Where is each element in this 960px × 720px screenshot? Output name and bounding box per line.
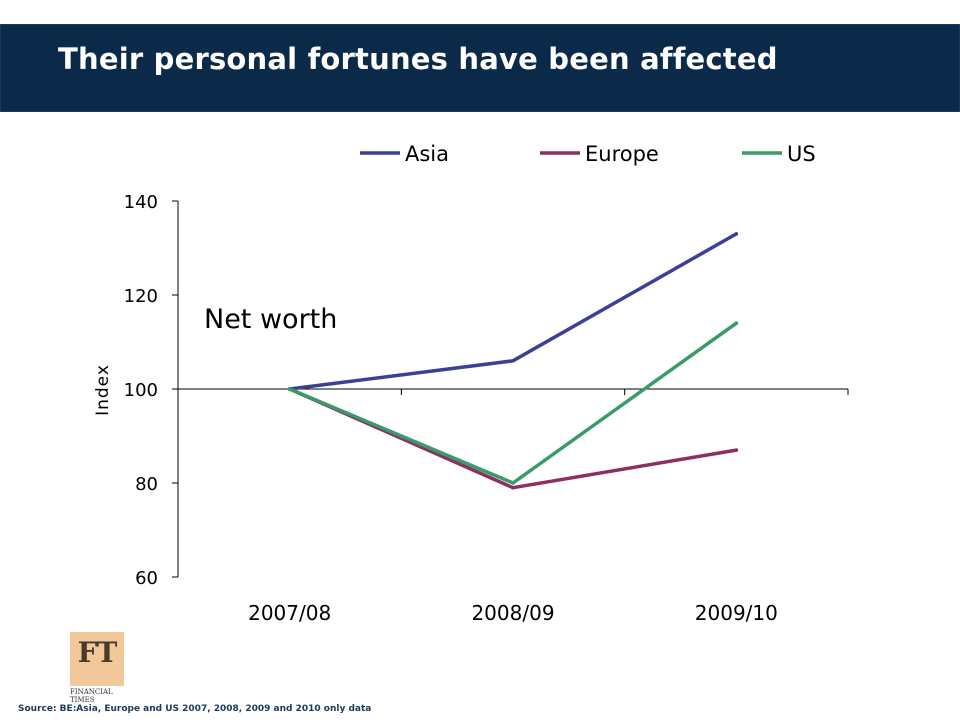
y-tick-label-100: 100 <box>124 380 158 401</box>
x-tick-label-2008-09: 2008/09 <box>471 601 554 625</box>
point-europe-2008-09 <box>511 485 515 490</box>
x-tick-label-2007-08: 2007/08 <box>248 601 331 625</box>
y-tick-label-80: 80 <box>135 474 158 495</box>
series-line-asia <box>287 232 739 391</box>
axes: 60 80 100 120 140 2007/08 2008/09 2009/10 <box>124 192 849 625</box>
ft-logo-text: FINANCIAL TIMES <box>70 688 113 704</box>
y-axis-label: Index <box>93 364 113 416</box>
series-line-europe <box>287 387 739 490</box>
point-us-2009-10 <box>734 321 739 326</box>
point-europe-2009-10 <box>734 448 739 452</box>
slide-title: Their personal fortunes have been affect… <box>58 42 778 76</box>
chart-annotation: Net worth <box>204 304 337 335</box>
series-line-us <box>287 321 739 485</box>
source-note: Source: BE:Asia, Europe and US 2007, 200… <box>18 704 372 714</box>
point-asia-2009-10 <box>734 232 739 236</box>
title-bar <box>0 24 960 112</box>
point-us-2007-08 <box>287 387 292 391</box>
point-asia-2008-09 <box>511 359 515 363</box>
ft-logo: FT <box>70 632 124 686</box>
legend-label-us: US <box>787 142 816 166</box>
y-tick-label-60: 60 <box>135 568 158 589</box>
y-tick-label-140: 140 <box>124 192 158 213</box>
series-lines <box>287 232 739 490</box>
point-us-2008-09 <box>511 481 515 485</box>
ft-logo-mark: FT <box>77 636 118 669</box>
x-tick-label-2009-10: 2009/10 <box>695 601 778 625</box>
y-tick-label-120: 120 <box>124 286 158 307</box>
legend: Asia Europe US <box>360 142 816 166</box>
legend-label-asia: Asia <box>405 142 449 166</box>
legend-label-europe: Europe <box>585 142 659 166</box>
